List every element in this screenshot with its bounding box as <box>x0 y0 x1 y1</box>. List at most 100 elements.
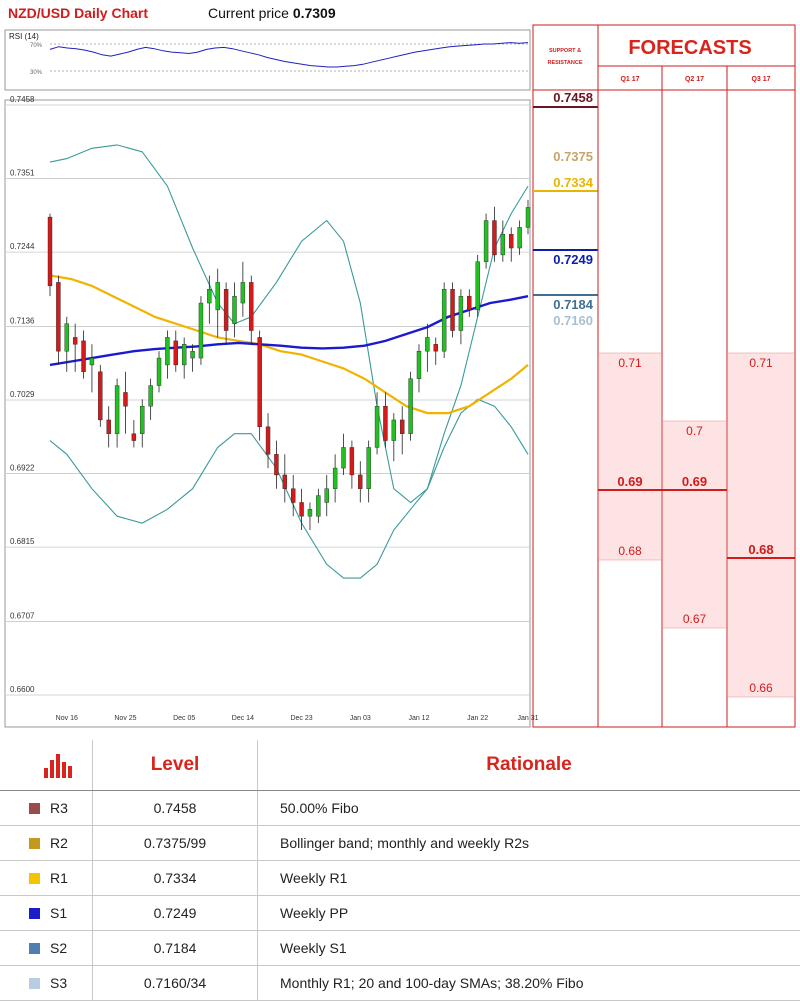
current-price: Current price 0.7309 <box>208 5 336 21</box>
y-tick-label: 0.6600 <box>10 685 35 694</box>
candle-body <box>451 289 455 330</box>
forecast-median-value: 0.68 <box>748 542 773 557</box>
y-tick-label: 0.7458 <box>10 95 35 104</box>
level-value: 0.7249 <box>93 896 258 931</box>
chart-header: NZD/USD Daily Chart Current price 0.7309 <box>0 0 530 24</box>
forecast-median-value: 0.69 <box>617 474 642 489</box>
candle-body <box>182 344 186 365</box>
x-tick-label: Dec 23 <box>290 715 312 722</box>
y-tick-label: 0.6815 <box>10 537 35 546</box>
candle-body <box>409 379 413 434</box>
sr-level-value: 0.7184 <box>553 297 594 312</box>
forecast-high-value: 0.7 <box>686 424 703 438</box>
forecast-high-value: 0.71 <box>618 356 642 370</box>
chart-area: RSI (14)70%30% SUPPORT &RESISTANCE0.7458… <box>0 0 800 740</box>
level-label: S1 <box>50 905 67 921</box>
candle-body <box>392 420 396 441</box>
candle-body <box>316 496 320 517</box>
level-color-swatch <box>29 978 40 989</box>
forecast-quarter-label: Q2 17 <box>685 76 704 83</box>
rsi-label: RSI (14) <box>9 32 39 41</box>
level-value: 0.7458 <box>93 791 258 826</box>
rsi-panel: RSI (14)70%30% <box>5 30 530 90</box>
bar-chart-icon-cell <box>0 740 93 791</box>
candle-body <box>476 262 480 310</box>
y-tick-label: 0.7136 <box>10 316 35 325</box>
candle-body <box>174 341 178 365</box>
candle-body <box>48 217 52 286</box>
x-tick-label: Nov 16 <box>56 715 78 722</box>
forecast-range-box <box>728 353 795 697</box>
candle-body <box>383 406 387 440</box>
candle-body <box>459 296 463 330</box>
candle-body <box>149 386 153 407</box>
current-price-label: Current price <box>208 5 289 21</box>
level-rationale: Weekly S1 <box>258 931 800 966</box>
candle-body <box>123 392 127 406</box>
candle-body <box>375 406 379 447</box>
candle-body <box>484 221 488 262</box>
level-value: 0.7160/34 <box>93 966 258 1001</box>
candle-body <box>467 296 471 310</box>
candle-body <box>140 406 144 434</box>
forecast-range-box <box>663 421 727 628</box>
level-label-cell: R2 <box>0 826 93 861</box>
y-tick-label: 0.7351 <box>10 169 35 178</box>
levels-table-header: Level Rationale <box>0 740 800 791</box>
candle-body <box>434 344 438 351</box>
candle-body <box>191 351 195 358</box>
candle-body <box>65 324 69 352</box>
candle-body <box>98 372 102 420</box>
candle-body <box>107 420 111 434</box>
level-rationale: Monthly R1; 20 and 100-day SMAs; 38.20% … <box>258 966 800 1001</box>
level-column-header: Level <box>93 740 258 791</box>
candle-body <box>333 468 337 489</box>
candle-body <box>266 427 270 455</box>
sr-level-value: 0.7334 <box>553 175 594 190</box>
level-label: S2 <box>50 940 67 956</box>
forecasts-title: FORECASTS <box>628 37 751 59</box>
forecast-quarter-label: Q3 17 <box>751 76 770 83</box>
level-value: 0.7375/99 <box>93 826 258 861</box>
candle-body <box>283 475 287 489</box>
sr-level-value: 0.7458 <box>553 90 593 105</box>
candle-body <box>425 337 429 351</box>
level-label-cell: S1 <box>0 896 93 931</box>
current-price-value: 0.7309 <box>293 5 336 21</box>
level-color-swatch <box>29 873 40 884</box>
level-value: 0.7184 <box>93 931 258 966</box>
level-value: 0.7334 <box>93 861 258 896</box>
y-tick-label: 0.6922 <box>10 464 35 473</box>
candle-body <box>308 509 312 516</box>
x-tick-label: Jan 22 <box>467 715 488 722</box>
candle-body <box>249 282 253 330</box>
level-label: R3 <box>50 800 68 816</box>
candle-body <box>300 502 304 516</box>
y-tick-label: 0.7244 <box>10 242 35 251</box>
y-tick-label: 0.6707 <box>10 611 35 620</box>
candle-body <box>442 289 446 351</box>
x-tick-label: Nov 25 <box>114 715 136 722</box>
candle-body <box>350 447 354 475</box>
level-color-swatch <box>29 943 40 954</box>
candle-body <box>400 420 404 434</box>
level-label-cell: R1 <box>0 861 93 896</box>
level-color-swatch <box>29 908 40 919</box>
forecast-quarter-label: Q1 17 <box>620 76 639 83</box>
rsi-30-label: 30% <box>30 70 43 76</box>
candle-body <box>216 282 220 310</box>
candle-body <box>509 234 513 248</box>
candle-body <box>165 337 169 365</box>
candle-body <box>501 234 505 255</box>
candle-body <box>417 351 421 379</box>
candle-body <box>367 447 371 488</box>
rationale-column-header: Rationale <box>258 740 800 791</box>
